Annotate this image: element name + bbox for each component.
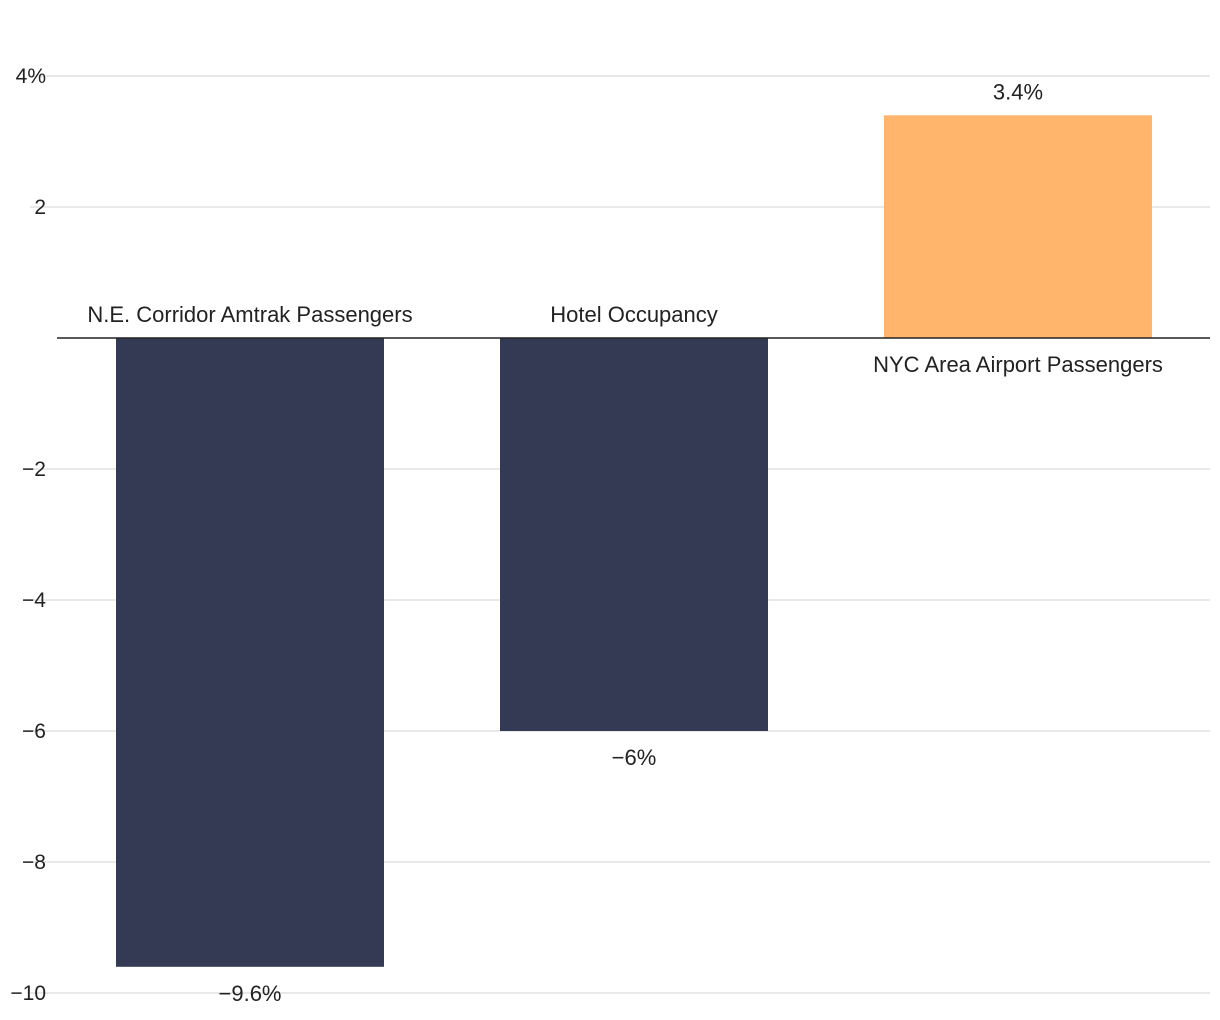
value-label: −6% xyxy=(612,745,657,770)
bar-labels: N.E. Corridor Amtrak Passengers −9.6% Hote… xyxy=(87,79,1163,1006)
y-axis-tick-labels: 4% 2 −2 −4 −6 −8 −10 xyxy=(10,65,46,1005)
y-tick-label: −6 xyxy=(22,720,46,743)
y-tick-label: 2 xyxy=(34,196,46,219)
value-label: −9.6% xyxy=(219,981,282,1006)
y-tick-label: −10 xyxy=(10,982,46,1005)
bar-2 xyxy=(500,338,768,731)
category-label: N.E. Corridor Amtrak Passengers xyxy=(87,302,412,327)
category-label: NYC Area Airport Passengers xyxy=(873,352,1163,377)
bar-3 xyxy=(884,115,1152,338)
y-tick-label: −8 xyxy=(22,851,46,874)
y-tick-label: −2 xyxy=(22,458,46,481)
y-tick-label: −4 xyxy=(22,589,46,612)
y-tick-label: 4% xyxy=(16,65,46,88)
bars xyxy=(116,115,1152,967)
bar-1 xyxy=(116,338,384,967)
value-label: 3.4% xyxy=(993,79,1043,104)
category-label: Hotel Occupancy xyxy=(550,302,718,327)
